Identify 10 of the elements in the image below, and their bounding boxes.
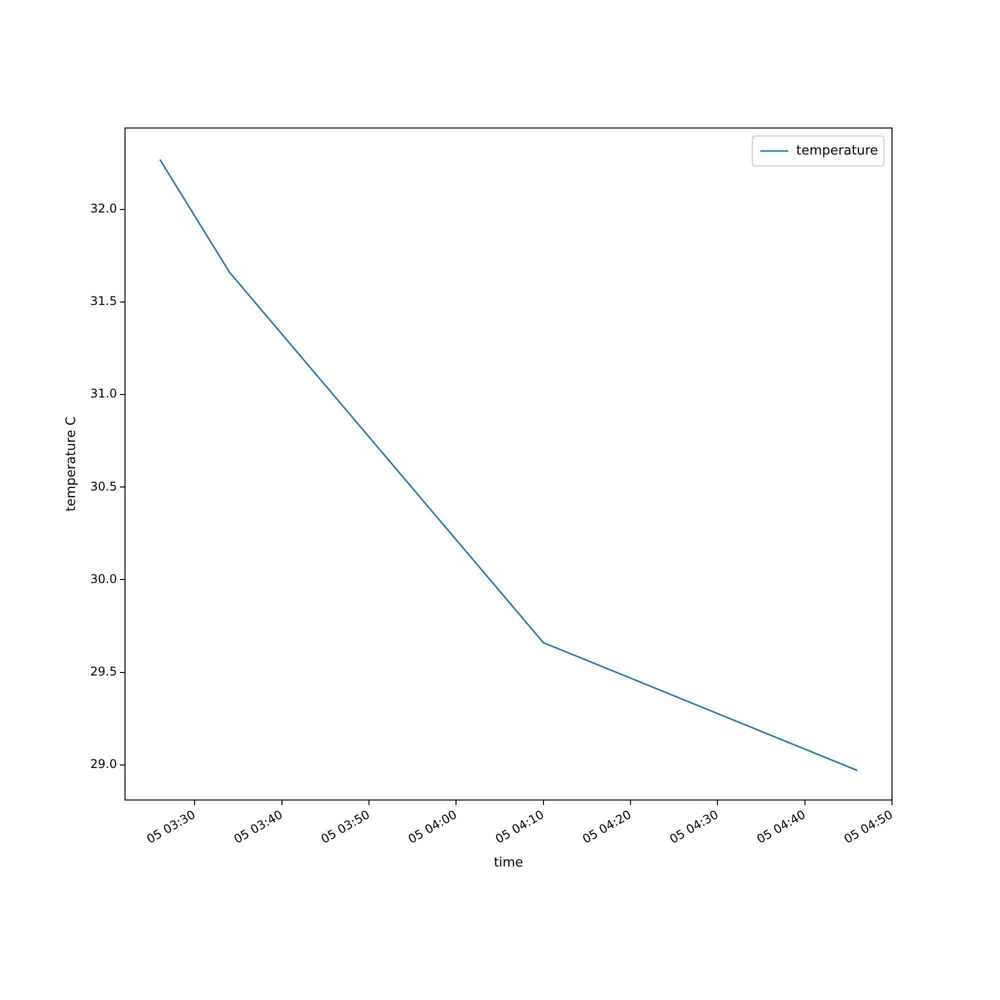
y-tick-label: 29.5 [90, 664, 117, 678]
y-tick-label: 31.0 [90, 386, 117, 401]
legend-label: temperature [796, 143, 878, 158]
y-tick-label: 31.5 [90, 294, 117, 308]
y-axis-title: temperature C [64, 416, 80, 512]
y-tick-label: 32.0 [90, 202, 117, 216]
y-tick-label: 30.0 [90, 572, 117, 586]
x-axis-title: time [494, 856, 524, 871]
y-tick-label: 30.5 [90, 479, 117, 494]
y-tick-label: 29.0 [90, 756, 117, 771]
